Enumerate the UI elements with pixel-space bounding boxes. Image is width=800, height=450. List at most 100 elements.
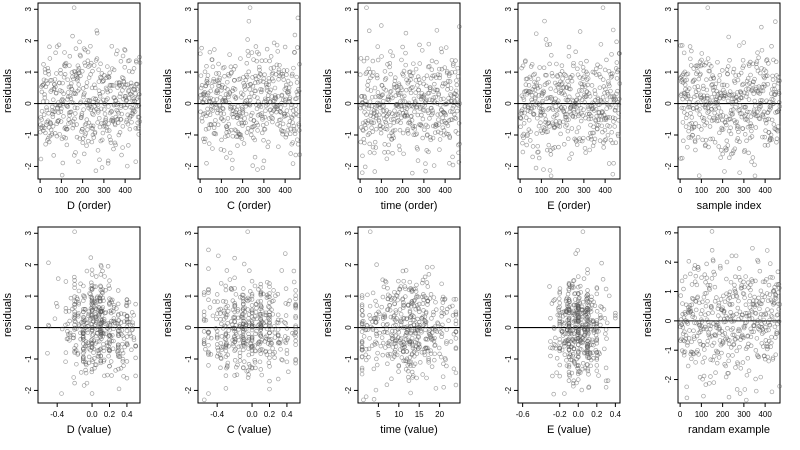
data-point [402,341,407,347]
data-point [257,102,263,107]
data-point [272,355,277,360]
data-point [554,108,559,113]
data-point [703,303,709,309]
data-point [101,345,106,351]
data-point [444,363,449,369]
data-point [254,58,259,64]
data-point [82,60,87,66]
data-point [369,103,375,109]
data-point [377,311,382,316]
data-point [394,337,399,343]
data-point [242,116,247,121]
data-point [776,89,781,95]
data-point [776,91,782,96]
data-point [277,341,283,346]
data-point [49,87,55,93]
data-point [390,133,396,138]
data-point [603,331,608,337]
data-point [245,307,251,312]
data-point [731,66,737,72]
data-point [246,334,252,340]
data-point [290,330,295,336]
data-point [286,85,292,91]
x-axis-title: time (order) [381,200,438,212]
data-point [227,52,232,57]
data-point [576,274,581,279]
data-point [736,298,741,304]
data-point [435,112,440,117]
data-point [381,284,387,290]
data-point [765,73,770,79]
data-point [215,110,220,116]
data-point [549,71,555,76]
data-point [276,339,281,345]
data-point [63,350,69,355]
data-point [39,125,45,131]
data-point [374,333,380,339]
data-point [74,295,80,300]
data-point [616,118,621,123]
data-point [684,384,689,390]
data-point [263,103,269,109]
data-point [263,348,269,354]
data-point [380,277,385,283]
data-point [450,303,455,309]
data-point [359,354,365,359]
data-point [209,57,215,63]
data-point [206,290,211,295]
data-point [415,83,420,88]
data-point [72,105,78,111]
data-point [678,74,684,79]
data-point [427,97,432,102]
data-point [91,63,97,68]
data-point [206,391,211,396]
data-point [431,295,437,300]
data-point [208,352,214,357]
data-point [366,28,372,33]
data-point [116,331,121,337]
data-point [202,139,207,145]
data-point [411,61,416,66]
data-point [719,148,724,153]
data-point [116,132,122,138]
data-point [606,81,611,87]
data-point [769,334,774,340]
data-point [247,103,253,108]
data-point [122,311,127,317]
data-point [75,312,80,318]
data-point [398,120,403,126]
data-point [61,114,66,119]
data-point [401,302,406,308]
data-point [232,348,237,353]
data-point [756,84,762,89]
data-point [433,328,438,333]
data-point [594,350,600,355]
data-point [576,103,582,108]
data-point [74,122,79,127]
data-point [400,130,406,136]
data-point [268,87,273,93]
data-point [401,73,406,78]
data-point [427,87,433,92]
data-point [77,136,83,141]
data-point [293,103,298,108]
data-point [427,64,432,69]
data-point [434,59,439,65]
data-point [380,322,386,327]
data-point [255,128,260,133]
data-point [600,277,606,282]
data-point [420,301,426,306]
y-tick-label: -2 [664,162,673,170]
data-point [292,50,297,55]
data-point [740,82,745,88]
data-point [239,136,245,141]
data-point [549,301,555,306]
data-point [751,107,757,113]
data-point [204,64,209,69]
data-point [392,317,398,323]
data-point [379,335,385,340]
data-point [550,73,555,79]
data-point [126,143,131,148]
data-point [90,332,96,337]
data-point [375,350,380,356]
